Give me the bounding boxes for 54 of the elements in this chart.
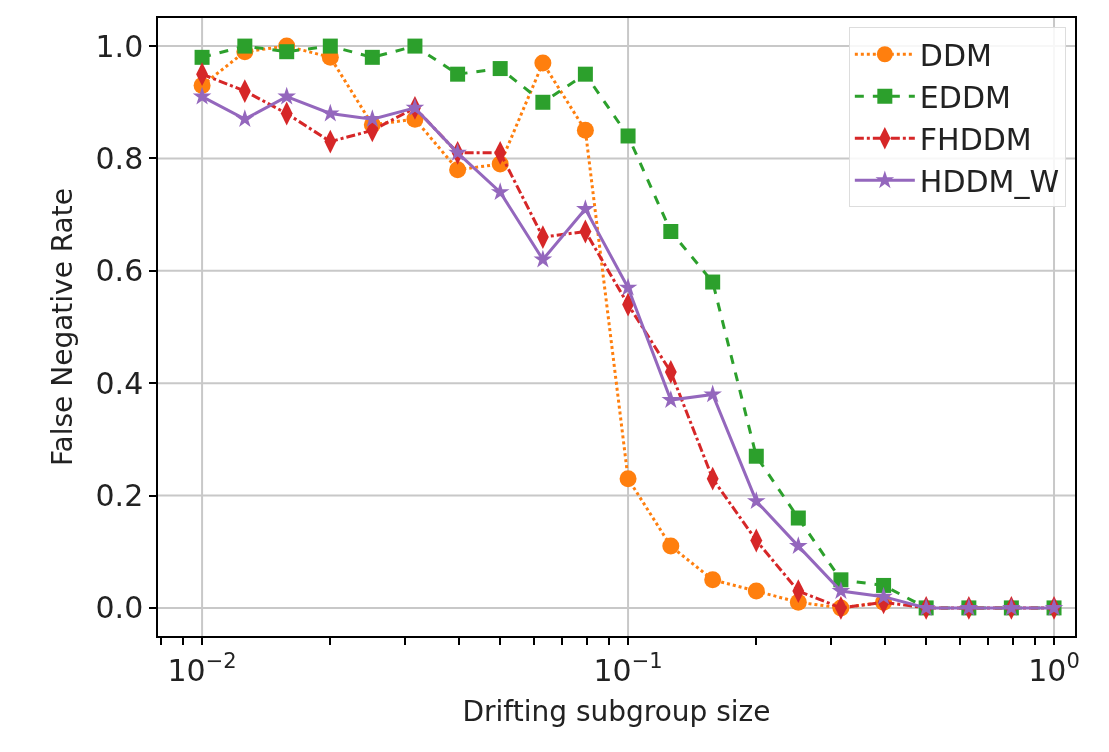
point bbox=[448, 143, 467, 161]
point bbox=[661, 390, 681, 408]
point bbox=[235, 109, 255, 128]
y-tick-label: 0.0 bbox=[95, 590, 144, 626]
x-axis-title: Drifting subgroup size bbox=[462, 695, 771, 729]
y-axis-title: False Negative Rate bbox=[45, 188, 79, 466]
point bbox=[746, 491, 766, 510]
y-tick-label: 1.0 bbox=[95, 28, 144, 64]
point bbox=[407, 38, 423, 54]
point bbox=[194, 49, 210, 65]
point bbox=[576, 121, 594, 139]
legend-label: EDDM bbox=[919, 79, 1011, 115]
point bbox=[237, 38, 253, 54]
point bbox=[831, 581, 851, 599]
point bbox=[705, 274, 721, 290]
point bbox=[790, 510, 806, 526]
x-tick-label: 10$^{−2}$ bbox=[167, 649, 237, 688]
point bbox=[277, 86, 297, 105]
point bbox=[492, 61, 508, 77]
point bbox=[747, 582, 765, 600]
point bbox=[405, 98, 425, 116]
point bbox=[533, 249, 553, 268]
point bbox=[663, 223, 679, 239]
legend-label: DDM bbox=[919, 37, 992, 73]
point bbox=[449, 161, 467, 179]
point bbox=[703, 384, 722, 403]
point bbox=[577, 66, 593, 82]
y-tick-label: 0.6 bbox=[95, 253, 144, 289]
point bbox=[534, 54, 552, 72]
point bbox=[876, 577, 892, 593]
point bbox=[322, 38, 338, 54]
point bbox=[535, 94, 551, 110]
point bbox=[618, 277, 638, 296]
x-tick-label: 10$^{−1}$ bbox=[593, 649, 663, 688]
y-tick-label: 0.2 bbox=[95, 478, 144, 514]
point bbox=[874, 586, 893, 605]
point bbox=[619, 470, 637, 488]
point bbox=[620, 128, 636, 144]
point bbox=[788, 536, 808, 555]
point bbox=[490, 182, 510, 201]
legend-label: FHDDM bbox=[919, 121, 1032, 157]
point bbox=[450, 66, 466, 82]
point bbox=[279, 44, 295, 60]
point bbox=[192, 86, 212, 105]
y-tick-label: 0.8 bbox=[95, 140, 144, 176]
x-tick-label: 10$^{0}$ bbox=[1028, 649, 1080, 688]
point bbox=[662, 537, 680, 555]
point bbox=[704, 571, 722, 589]
point bbox=[576, 199, 595, 217]
y-tick-label: 0.4 bbox=[95, 365, 144, 401]
point bbox=[748, 448, 764, 464]
legend-label: HDDM_W bbox=[919, 163, 1060, 199]
point bbox=[364, 49, 380, 65]
point bbox=[320, 103, 340, 122]
